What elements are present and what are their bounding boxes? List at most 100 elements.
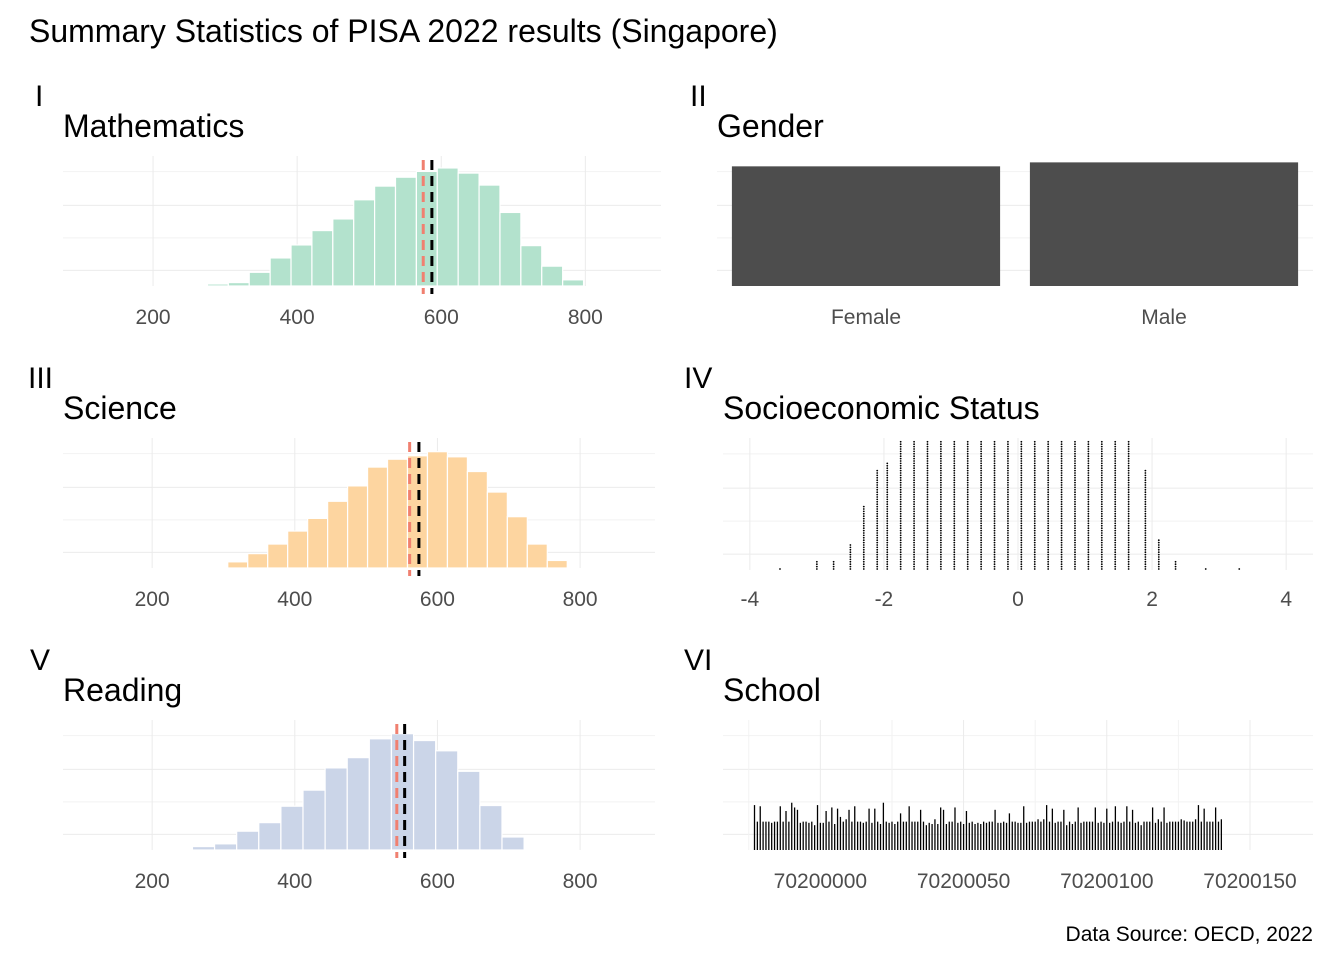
ses-dot xyxy=(1020,546,1023,549)
ses-dot xyxy=(886,532,889,534)
ses-dot xyxy=(993,532,996,534)
school-bar xyxy=(931,824,933,850)
school-bar xyxy=(879,824,882,850)
x-tick-label: 600 xyxy=(424,306,459,329)
ses-dot xyxy=(862,515,865,518)
school-bar xyxy=(865,821,867,850)
ses-dot xyxy=(1114,467,1117,470)
ses-dot xyxy=(953,568,956,570)
ses-dot xyxy=(1020,452,1023,455)
ses-dot xyxy=(1114,551,1117,554)
ses-dot xyxy=(862,553,865,556)
ses-dot xyxy=(980,462,983,465)
ses-dot xyxy=(939,467,942,470)
ses-dot xyxy=(939,500,942,503)
ses-dot xyxy=(939,522,942,525)
ses-dot xyxy=(1033,474,1036,477)
ses-dot xyxy=(1114,481,1117,484)
ses-dot xyxy=(993,565,996,568)
ses-dot xyxy=(953,510,956,513)
ses-dot xyxy=(1144,522,1147,525)
ses-dot xyxy=(993,484,996,486)
ses-dot xyxy=(1007,491,1009,494)
school-bar xyxy=(868,808,870,850)
ses-dot xyxy=(1100,520,1103,522)
ses-dot xyxy=(1060,520,1063,522)
ses-dot xyxy=(886,539,889,542)
ses-dot xyxy=(1100,536,1103,539)
ses-dot xyxy=(1114,500,1117,503)
ses-dot xyxy=(1127,512,1130,515)
ses-dot xyxy=(1238,568,1241,570)
x-tick-label: Female xyxy=(831,306,901,329)
ses-dot xyxy=(1060,522,1063,525)
ses-dot xyxy=(886,553,889,556)
ses-dot xyxy=(1114,488,1117,491)
ses-dot xyxy=(1127,563,1130,566)
ses-dot xyxy=(1074,464,1076,467)
ses-dot xyxy=(886,481,889,484)
gender-bar xyxy=(1029,162,1299,286)
ses-dot xyxy=(1020,558,1023,561)
ses-dot xyxy=(966,556,969,558)
ses-dot xyxy=(980,443,983,446)
ses-dot xyxy=(1127,520,1130,522)
ses-dot xyxy=(899,440,902,443)
ses-dot xyxy=(926,443,929,446)
histogram-bar xyxy=(213,843,238,851)
ses-dot xyxy=(862,565,865,568)
ses-dot xyxy=(1087,510,1090,513)
ses-dot xyxy=(1020,539,1023,542)
ses-dot xyxy=(913,510,915,513)
ses-dot xyxy=(1047,445,1050,448)
ses-dot xyxy=(876,541,879,544)
ses-dot xyxy=(1114,522,1117,525)
ses-dot xyxy=(913,568,915,570)
ses-dot xyxy=(886,558,889,561)
figure-title: Summary Statistics of PISA 2022 results … xyxy=(29,13,778,49)
ses-dot xyxy=(1157,568,1160,570)
ses-dot xyxy=(1127,498,1130,501)
ses-dot xyxy=(1007,553,1009,556)
ses-dot xyxy=(1144,469,1147,472)
school-bar xyxy=(1197,805,1200,850)
ses-dot xyxy=(1144,508,1147,510)
ses-dot xyxy=(862,508,865,510)
ses-dot xyxy=(1020,498,1023,501)
ses-dot xyxy=(953,558,956,561)
ses-dot xyxy=(966,532,969,534)
x-tick-label: 800 xyxy=(563,588,598,611)
ses-dot xyxy=(913,551,915,554)
ses-dot xyxy=(899,500,902,503)
ses-dot xyxy=(1007,469,1009,472)
ses-dot xyxy=(1033,484,1036,486)
ses-dot xyxy=(1060,503,1063,506)
ses-dot xyxy=(966,498,969,501)
ses-dot xyxy=(899,443,902,446)
school-bar xyxy=(1177,821,1180,850)
school-bar xyxy=(917,821,919,850)
ses-dot xyxy=(876,505,879,508)
school-bar xyxy=(971,821,973,850)
ses-dot xyxy=(1060,536,1063,539)
panel-title: Reading xyxy=(63,672,182,708)
ses-dot xyxy=(886,548,889,551)
ses-dot xyxy=(1007,560,1009,563)
ses-dot xyxy=(953,460,956,462)
ses-dot xyxy=(913,541,915,544)
ses-dot xyxy=(993,450,996,453)
school-bar xyxy=(919,809,922,850)
ses-dot xyxy=(1033,496,1036,498)
ses-dot xyxy=(1144,556,1147,558)
ses-dot xyxy=(1087,474,1090,477)
ses-dot xyxy=(1033,445,1036,448)
ses-dot xyxy=(926,479,929,482)
school-bar xyxy=(908,806,910,850)
ses-dot xyxy=(886,467,889,470)
ses-dot xyxy=(886,491,889,494)
ses-dot xyxy=(862,548,865,551)
ses-dot xyxy=(1127,505,1130,508)
ses-dot xyxy=(1007,476,1009,479)
ses-dot xyxy=(953,512,956,515)
school-bar xyxy=(1040,821,1042,850)
